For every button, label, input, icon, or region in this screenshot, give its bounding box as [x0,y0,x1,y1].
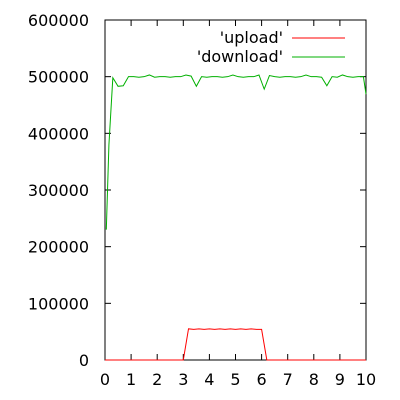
x-tick-label: 10 [356,370,376,389]
x-tick-label: 5 [230,370,240,389]
y-tick-label: 200000 [28,238,89,257]
y-tick-label: 300000 [28,181,89,200]
x-tick-label: 0 [100,370,110,389]
x-tick-label: 7 [283,370,293,389]
x-tick-label: 1 [126,370,136,389]
series-line-upload [105,328,366,361]
axes [104,19,367,361]
y-tick-label: 600000 [28,11,89,30]
x-tick-label: 3 [178,370,188,389]
legend-label-download: 'download' [197,47,283,66]
plot-frame [104,19,367,361]
series-line-download [105,74,367,230]
x-tick-label: 4 [204,370,214,389]
x-tick-label: 2 [152,370,162,389]
legend-label-upload: 'upload' [220,28,283,47]
x-tick-label: 8 [309,370,319,389]
ticks: 0 1 2 3 4 5 6 7 8 9 100100000200000300000400000500… [28,11,376,389]
y-tick-label: 0 [79,351,89,370]
legend: 'upload''download' [197,28,345,66]
series [105,74,367,361]
x-tick-label: 9 [335,370,345,389]
y-tick-label: 400000 [28,124,89,143]
y-tick-label: 100000 [28,294,89,313]
x-tick-label: 6 [257,370,267,389]
y-tick-label: 500000 [28,68,89,87]
